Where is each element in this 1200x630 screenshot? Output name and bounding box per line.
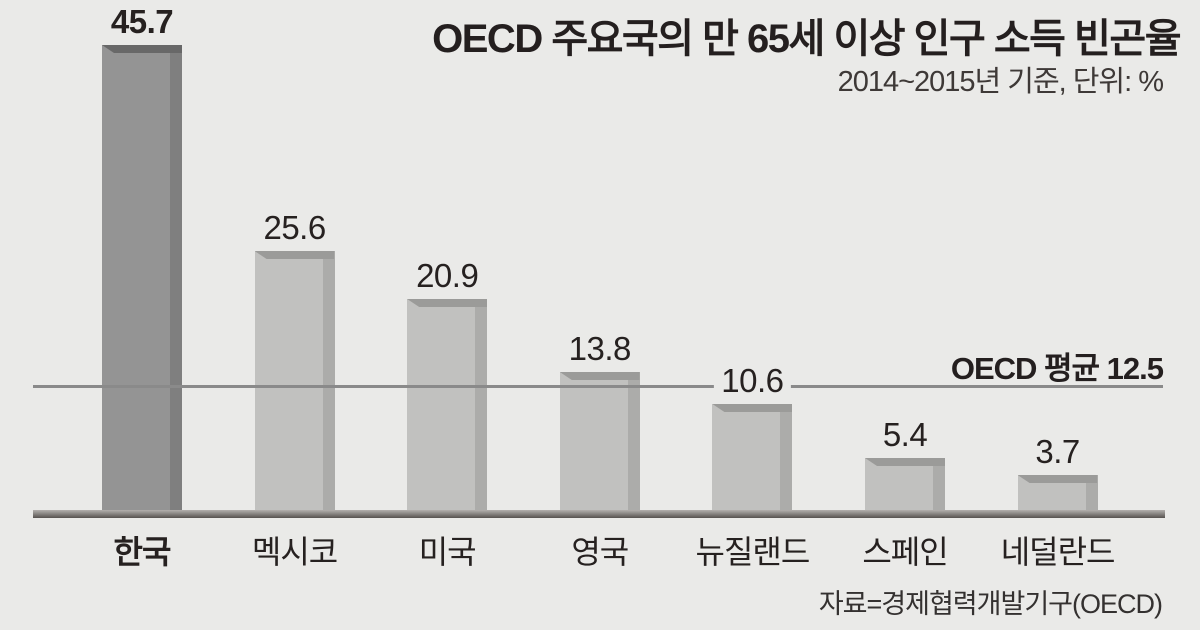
category-label-netherlands: 네덜란드	[1000, 534, 1116, 570]
bar-korea	[102, 45, 182, 515]
x-axis-baseline	[33, 510, 1165, 518]
bar-top-bevel-usa	[407, 299, 488, 307]
bar-top-bevel-mexico	[254, 251, 335, 259]
bar-side-bevel-spain	[933, 466, 945, 515]
category-label-usa: 미국	[418, 534, 477, 570]
value-label-mexico: 25.6	[256, 209, 333, 247]
value-label-new-zealand: 10.6	[714, 362, 791, 400]
page-subtitle: 2014~2015년 기준, 단위: %	[837, 66, 1164, 98]
category-label-spain: 스페인	[862, 534, 948, 570]
page-title: OECD 주요국의 만 65세 이상 인구 소득 빈곤율	[432, 17, 1181, 61]
bar-side-bevel-usa	[475, 307, 488, 515]
value-label-korea: 45.7	[103, 3, 181, 41]
bar-side-bevel-korea	[170, 53, 182, 515]
bar-side-bevel-new-zealand	[780, 412, 793, 515]
bar-new-zealand	[712, 404, 793, 515]
bar-netherlands	[1017, 475, 1098, 515]
bar-top-bevel-spain	[865, 458, 945, 466]
bar-top-bevel-uk	[559, 372, 640, 380]
bar-top-bevel-new-zealand	[712, 404, 793, 412]
category-label-mexico: 멕시코	[251, 534, 338, 570]
bar-spain	[865, 458, 945, 515]
bar-uk	[559, 372, 640, 515]
oecd-average-reference-line	[33, 385, 1163, 388]
value-label-usa: 20.9	[409, 257, 486, 295]
category-label-korea: 한국	[113, 534, 172, 570]
bar-mexico	[254, 251, 335, 515]
oecd-average-label: OECD 평균 12.5	[950, 351, 1164, 386]
source-note: 자료=경제협력개발기구(OECD)	[818, 589, 1163, 619]
bar-usa	[407, 299, 488, 515]
bar-top-bevel-netherlands	[1017, 475, 1098, 483]
bar-side-bevel-uk	[627, 380, 640, 515]
category-label-uk: 영국	[571, 534, 629, 570]
category-label-new-zealand: 뉴질랜드	[695, 534, 811, 570]
bar-top-bevel-korea	[102, 45, 182, 53]
bar-side-bevel-netherlands	[1085, 483, 1098, 515]
value-label-uk: 13.8	[561, 330, 638, 368]
value-label-spain: 5.4	[875, 416, 935, 454]
value-label-netherlands: 3.7	[1028, 433, 1087, 471]
